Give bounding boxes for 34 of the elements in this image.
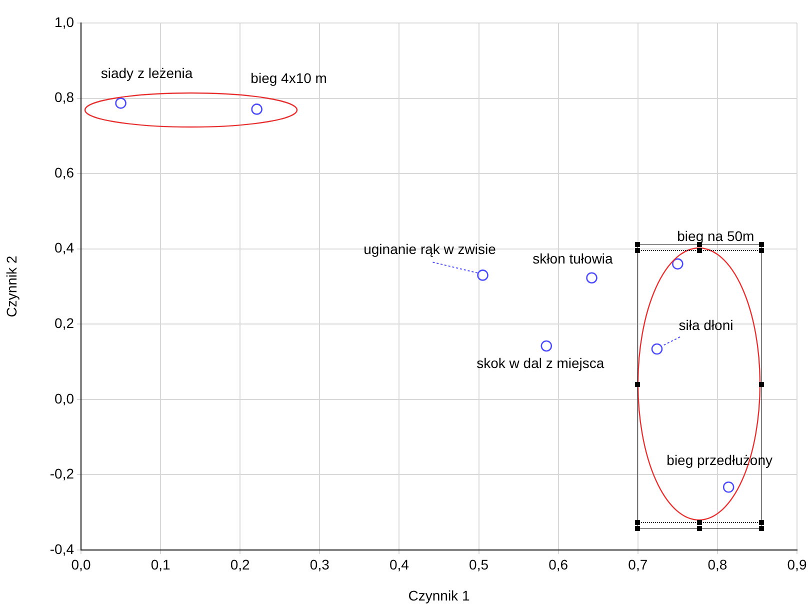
annotation: siady z leżenia — [100, 65, 193, 82]
point — [722, 481, 734, 493]
y-tick-label: 1,0 — [54, 14, 74, 30]
point — [540, 340, 552, 352]
annotation: bieg 4x10 m — [250, 70, 327, 86]
annotation: siła dłoni — [678, 316, 734, 333]
point — [586, 272, 598, 284]
x-tick-label: 0,6 — [548, 556, 568, 572]
x-tick-label: 0,3 — [310, 556, 330, 572]
point — [651, 343, 663, 355]
y-tick-label: 0,2 — [54, 315, 74, 331]
x-tick-label: 0,5 — [469, 556, 489, 572]
y-tick-label: 0,8 — [54, 89, 74, 106]
point — [477, 270, 488, 281]
x-tick-label: 0,0 — [71, 556, 91, 572]
point — [115, 98, 126, 109]
y-tick-label: -0,4 — [50, 540, 74, 557]
x-tick-label: 0,4 — [389, 556, 410, 572]
x-tick-label: 0,8 — [708, 556, 728, 572]
point — [251, 104, 262, 115]
x-axis-title: Czynnik 1 — [408, 587, 470, 604]
annotation: skłon tułowia — [532, 250, 614, 267]
annotation: skok w dal z miejsca — [476, 354, 604, 371]
y-tick-label: 0,0 — [54, 390, 74, 406]
x-tick-label: 0,1 — [150, 556, 170, 572]
y-axis-title: Czynnik 2 — [3, 256, 20, 318]
x-tick-label: 0,2 — [230, 556, 250, 572]
y-tick-label: 0,4 — [54, 240, 74, 256]
x-tick-label: 0,7 — [628, 556, 648, 572]
x-tick-label: 0,9 — [787, 556, 807, 572]
y-tick-label: 0,6 — [54, 164, 74, 180]
y-tick-label: -0,2 — [50, 466, 74, 482]
annotation: uginanie rąk w zwisie — [364, 241, 496, 258]
point — [672, 258, 684, 270]
